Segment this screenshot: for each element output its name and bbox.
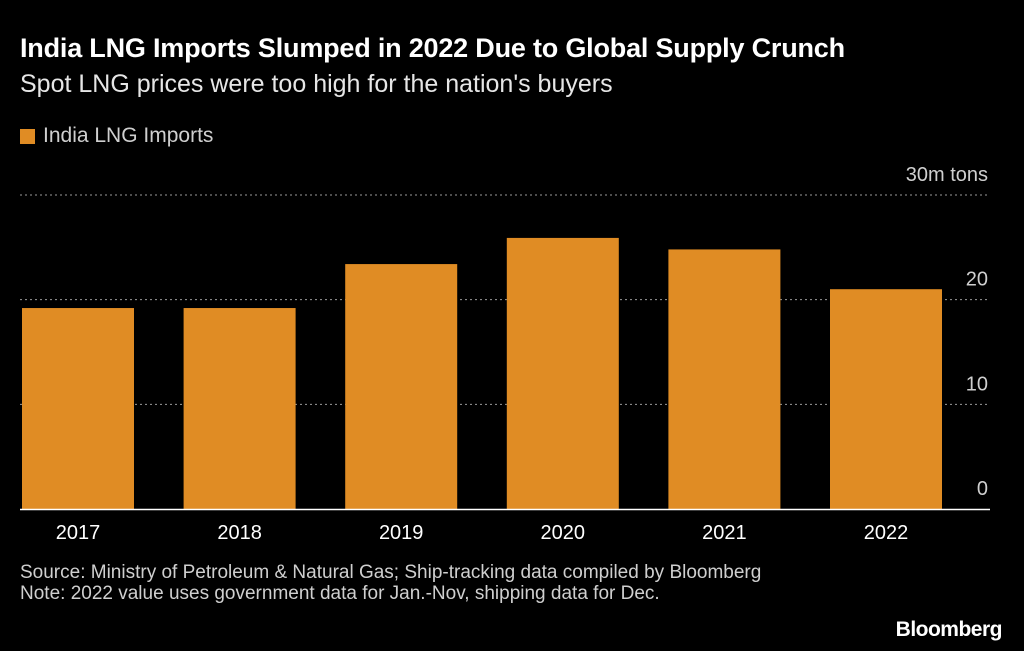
bar bbox=[183, 308, 296, 509]
x-tick-label: 2022 bbox=[864, 522, 909, 544]
bloomberg-logo: Bloomberg bbox=[895, 618, 1003, 641]
legend-label: India LNG Imports bbox=[43, 124, 214, 147]
bar bbox=[830, 289, 942, 509]
y-tick-label: 10 bbox=[966, 373, 988, 395]
legend: India LNG Imports bbox=[20, 124, 213, 148]
x-tick-label: 2021 bbox=[702, 522, 747, 544]
x-tick-label: 2018 bbox=[217, 522, 262, 544]
legend-swatch bbox=[20, 128, 35, 144]
footnote: Note: 2022 value uses government data fo… bbox=[20, 583, 660, 604]
source-note: Source: Ministry of Petroleum & Natural … bbox=[20, 562, 762, 583]
x-tick-label: 2020 bbox=[541, 522, 586, 544]
x-tick-label: 2017 bbox=[56, 522, 101, 544]
chart-title: India LNG Imports Slumped in 2022 Due to… bbox=[20, 33, 845, 63]
bar bbox=[22, 308, 134, 509]
bar bbox=[506, 237, 619, 509]
chart-footer: Source: Ministry of Petroleum & Natural … bbox=[20, 562, 820, 604]
y-tick-label: 30m tons bbox=[906, 164, 988, 186]
y-tick-label: 0 bbox=[977, 478, 988, 500]
bar bbox=[345, 264, 458, 509]
x-tick-label: 2019 bbox=[379, 522, 424, 544]
y-tick-label: 20 bbox=[966, 269, 988, 291]
chart-subtitle: Spot LNG prices were too high for the na… bbox=[20, 70, 613, 98]
bar bbox=[668, 249, 781, 509]
